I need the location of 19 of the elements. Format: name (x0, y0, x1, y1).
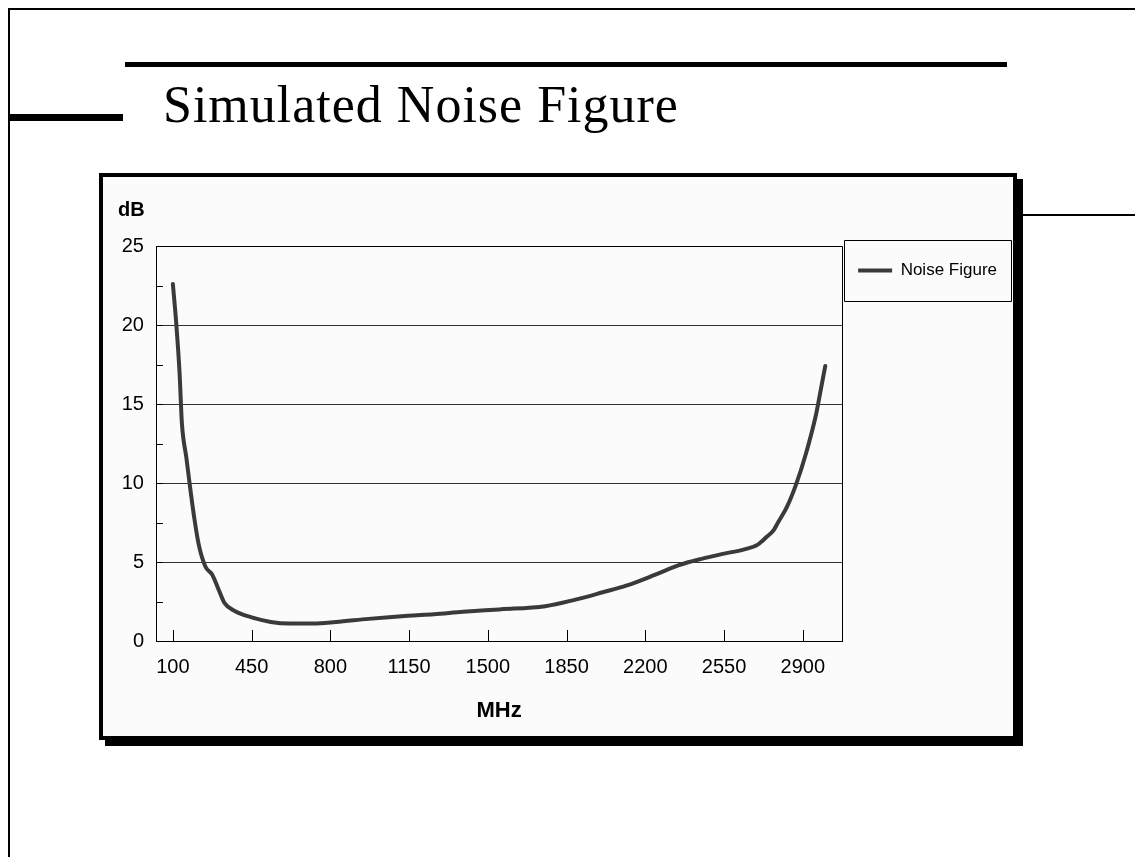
y-axis-title: dB (118, 197, 145, 220)
legend-label: Noise Figure (900, 260, 997, 280)
x-tick-label: 2550 (701, 654, 747, 677)
y-tick-label: 25 (121, 233, 144, 256)
x-tick-label: 2200 (623, 654, 668, 677)
chart-title: Simulated Noise Figure (163, 76, 679, 134)
x-axis-title: MHz (476, 696, 522, 722)
x-tick-label: 1850 (544, 654, 589, 677)
x-tick-label: 100 (156, 654, 190, 677)
y-tick-label: 20 (121, 312, 144, 335)
y-tick-label: 0 (132, 628, 144, 651)
x-tick-label: 1500 (465, 654, 511, 677)
y-tick-label: 5 (132, 549, 144, 572)
y-tick-label: 10 (121, 470, 144, 493)
x-tick-label: 450 (234, 654, 269, 677)
x-tick-label: 2900 (780, 654, 826, 677)
x-tick-label: 1150 (387, 654, 431, 677)
y-tick-label: 15 (121, 391, 144, 414)
x-tick-label: 800 (313, 654, 348, 677)
